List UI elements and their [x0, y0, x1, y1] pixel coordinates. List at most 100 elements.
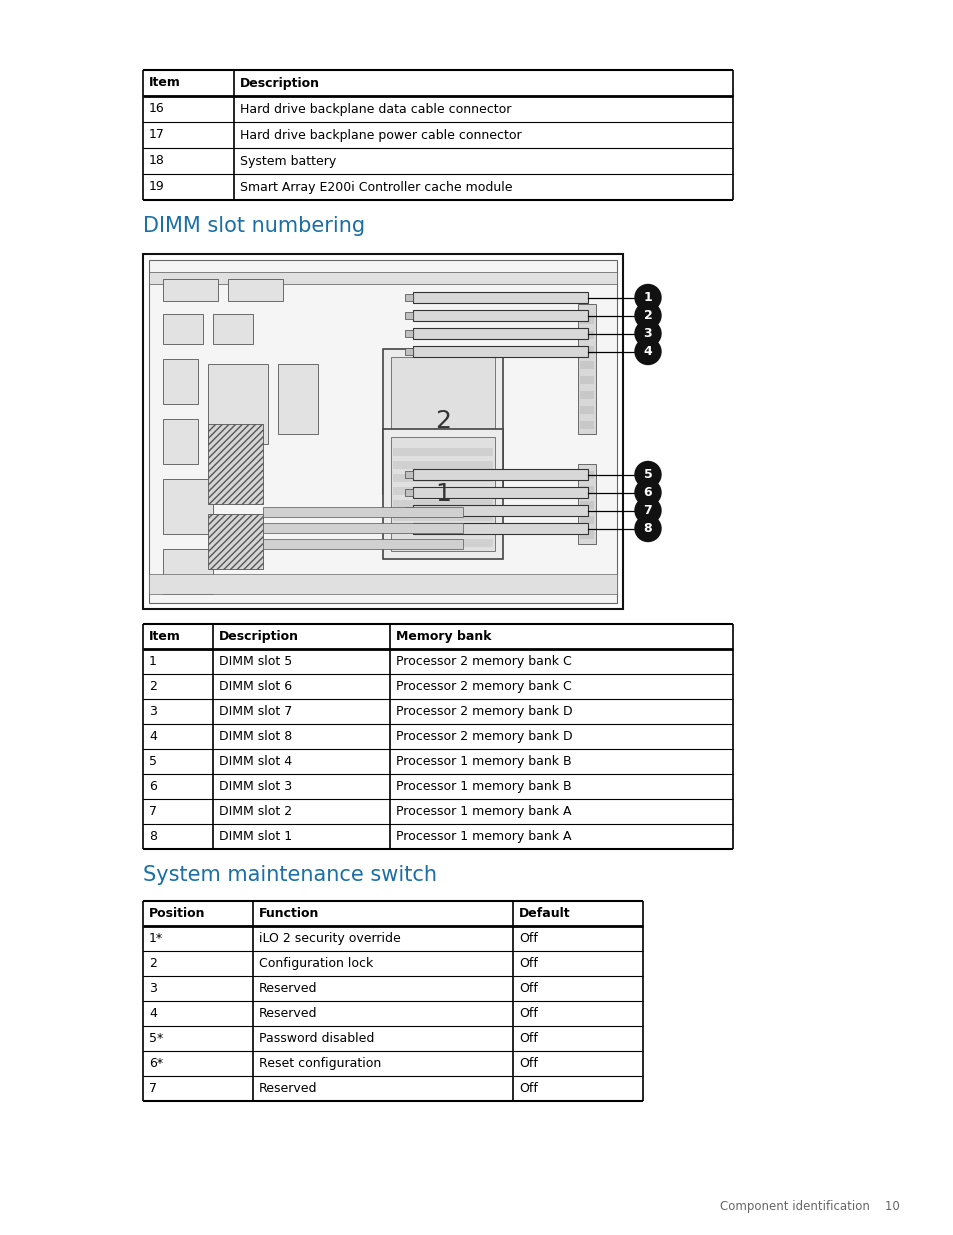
Text: Item: Item — [149, 630, 181, 643]
Text: 7: 7 — [149, 805, 157, 818]
Bar — [413, 291, 587, 303]
Text: Processor 2 memory bank C: Processor 2 memory bank C — [395, 655, 571, 668]
Bar — [263, 538, 462, 550]
Text: 8: 8 — [643, 522, 652, 535]
Text: Description: Description — [240, 77, 319, 89]
Bar — [413, 329, 587, 338]
Text: Description: Description — [219, 630, 298, 643]
Bar — [149, 574, 617, 594]
Text: Processor 1 memory bank B: Processor 1 memory bank B — [395, 755, 571, 768]
Bar — [413, 487, 587, 498]
Text: Item: Item — [149, 77, 181, 89]
Text: 4: 4 — [149, 730, 156, 743]
Bar — [579, 346, 594, 354]
Text: Off: Off — [518, 982, 537, 995]
Text: 2: 2 — [149, 680, 156, 693]
Text: Processor 1 memory bank B: Processor 1 memory bank B — [395, 781, 571, 793]
Circle shape — [635, 515, 660, 541]
Text: Off: Off — [518, 957, 537, 969]
Bar — [163, 479, 213, 534]
Bar — [579, 516, 594, 524]
Bar — [405, 508, 413, 514]
Bar — [405, 294, 413, 301]
Bar — [578, 464, 596, 543]
Bar — [393, 513, 493, 521]
Text: DIMM slot 3: DIMM slot 3 — [219, 781, 292, 793]
Text: Processor 2 memory bank D: Processor 2 memory bank D — [395, 730, 572, 743]
Text: 2: 2 — [435, 410, 451, 433]
Text: Off: Off — [518, 1057, 537, 1070]
Bar — [163, 359, 198, 404]
Bar — [405, 525, 413, 532]
Bar — [393, 500, 493, 508]
Text: System maintenance switch: System maintenance switch — [143, 864, 436, 885]
Text: DIMM slot 8: DIMM slot 8 — [219, 730, 292, 743]
Bar — [579, 531, 594, 538]
Bar — [382, 350, 502, 494]
Text: DIMM slot 7: DIMM slot 7 — [219, 705, 292, 718]
Text: DIMM slot 2: DIMM slot 2 — [219, 805, 292, 818]
Bar — [263, 508, 462, 517]
Text: Function: Function — [258, 906, 319, 920]
Text: Off: Off — [518, 1032, 537, 1045]
Bar — [277, 364, 317, 433]
Circle shape — [635, 498, 660, 524]
Text: 1: 1 — [643, 291, 652, 304]
Bar — [579, 406, 594, 414]
Text: 18: 18 — [149, 154, 165, 168]
Text: DIMM slot 5: DIMM slot 5 — [219, 655, 292, 668]
Bar — [405, 348, 413, 354]
Text: System battery: System battery — [240, 154, 335, 168]
Bar — [163, 279, 218, 301]
Bar — [208, 514, 263, 569]
Bar — [579, 421, 594, 429]
Text: Smart Array E200i Controller cache module: Smart Array E200i Controller cache modul… — [240, 180, 512, 194]
Text: 1*: 1* — [149, 932, 163, 945]
Bar — [413, 522, 587, 534]
Text: 6: 6 — [149, 781, 156, 793]
Circle shape — [635, 284, 660, 310]
Text: 3: 3 — [643, 327, 652, 340]
Text: 1: 1 — [435, 482, 451, 506]
Bar — [413, 505, 587, 516]
Bar — [163, 550, 213, 594]
Bar — [143, 902, 642, 1100]
Text: Processor 1 memory bank A: Processor 1 memory bank A — [395, 830, 571, 844]
Bar — [579, 501, 594, 509]
Text: 17: 17 — [149, 128, 165, 142]
Bar — [413, 310, 587, 321]
Bar — [213, 314, 253, 345]
Text: Reset configuration: Reset configuration — [258, 1057, 381, 1070]
Bar — [228, 279, 283, 301]
Bar — [149, 261, 617, 603]
Text: 1: 1 — [149, 655, 156, 668]
Bar — [382, 429, 502, 559]
Bar — [393, 461, 493, 469]
Text: 2: 2 — [643, 309, 652, 322]
Bar — [393, 526, 493, 534]
Bar — [405, 471, 413, 478]
Bar — [149, 272, 617, 284]
Text: Processor 2 memory bank D: Processor 2 memory bank D — [395, 705, 572, 718]
Circle shape — [635, 479, 660, 505]
Bar — [393, 474, 493, 482]
Text: iLO 2 security override: iLO 2 security override — [258, 932, 400, 945]
Text: 5*: 5* — [149, 1032, 163, 1045]
Bar — [163, 314, 203, 345]
Text: DIMM slot numbering: DIMM slot numbering — [143, 216, 365, 236]
Bar — [393, 448, 493, 456]
Bar — [579, 471, 594, 479]
Bar — [208, 364, 268, 445]
Text: Hard drive backplane power cable connector: Hard drive backplane power cable connect… — [240, 128, 521, 142]
Bar — [143, 624, 732, 848]
Text: DIMM slot 6: DIMM slot 6 — [219, 680, 292, 693]
Bar — [405, 312, 413, 319]
Text: 3: 3 — [149, 705, 156, 718]
Bar — [579, 375, 594, 384]
Text: 3: 3 — [149, 982, 156, 995]
Bar — [413, 346, 587, 357]
Bar — [579, 391, 594, 399]
Circle shape — [635, 321, 660, 347]
Bar — [263, 522, 462, 534]
Bar — [405, 330, 413, 337]
